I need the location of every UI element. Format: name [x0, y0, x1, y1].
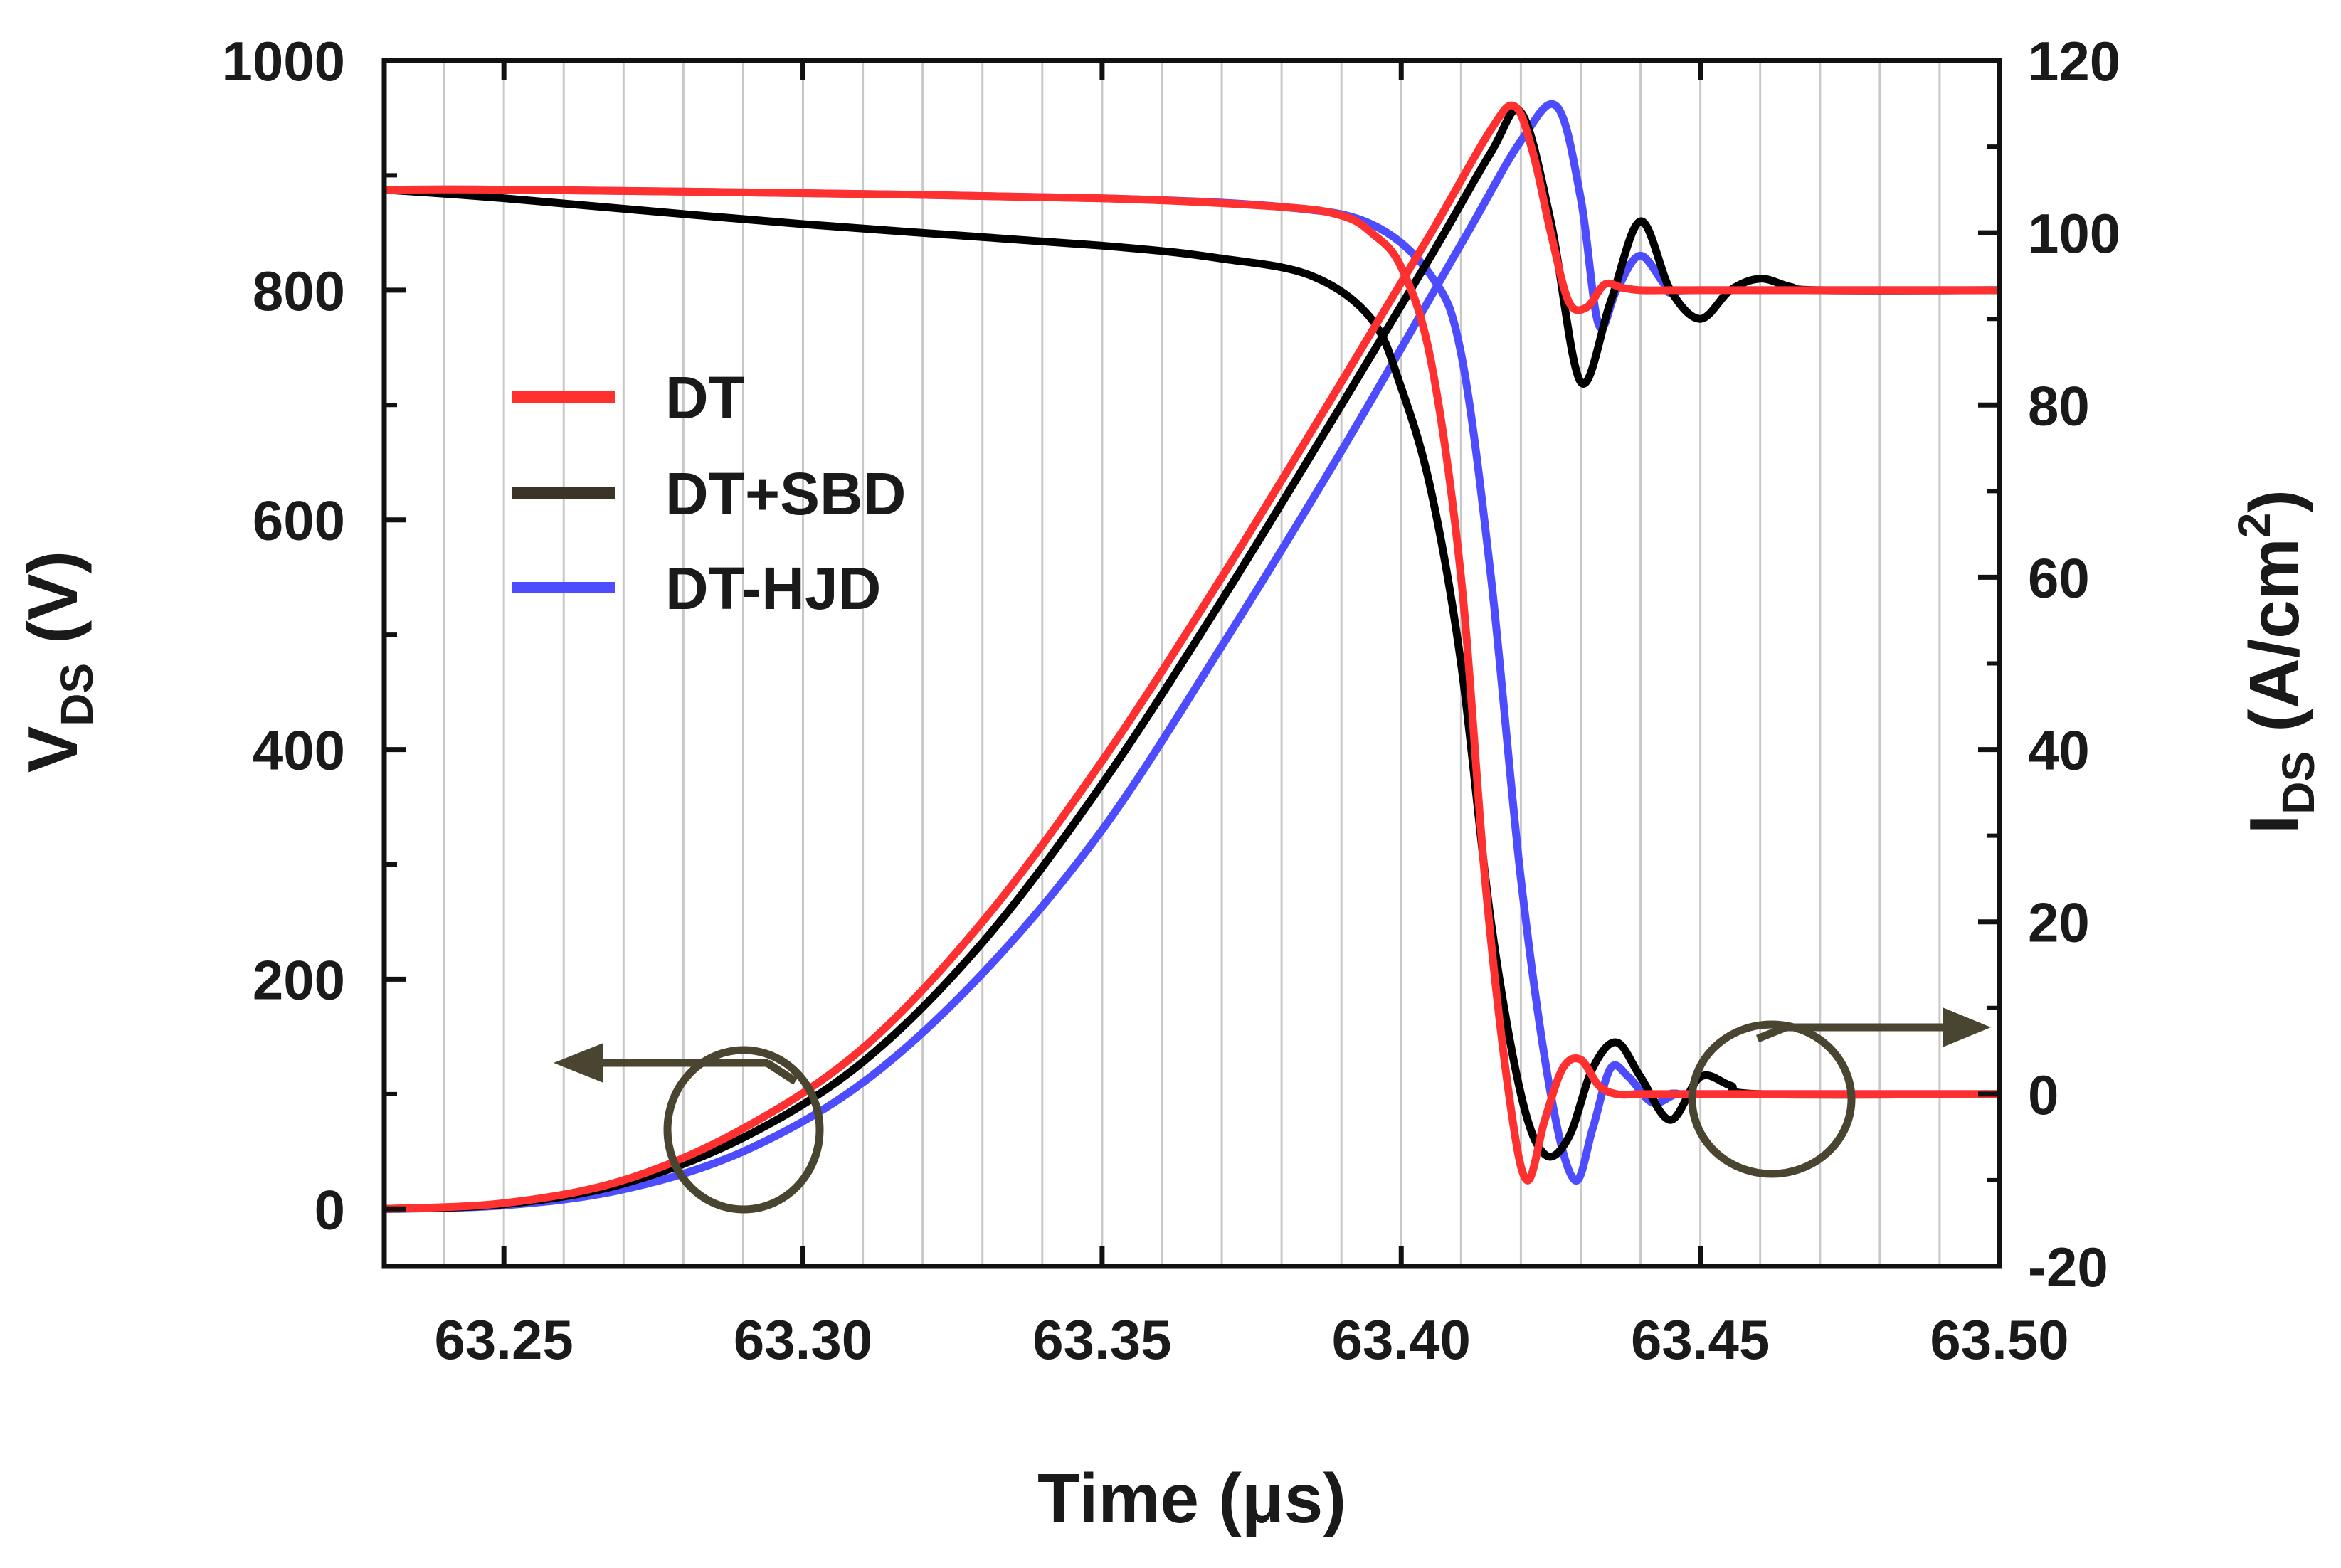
y-right-tick-label: -20 [2028, 1236, 2108, 1298]
y-left-tick-label: 600 [253, 489, 345, 552]
legend-label-dt: DT [665, 364, 745, 431]
series-line-ids-dt-sbd [384, 186, 1999, 1161]
y-left-axis-title: VDS (V) [14, 551, 102, 773]
y-right-tick-label: 100 [2028, 202, 2120, 265]
legend: DT DT+SBD DT-HJD [512, 364, 906, 622]
legend-label-dt-sbd: DT+SBD [665, 460, 906, 527]
y-right-title-sup: 2 [2229, 513, 2280, 539]
y-right-tick-label: 0 [2028, 1064, 2059, 1126]
legend-label-dt-hjd: DT-HJD [665, 555, 881, 622]
tick-labels: 63.25 63.30 63.35 63.40 63.45 63.500200400600… [221, 30, 2120, 1371]
y-right-tick-label: 20 [2028, 891, 2090, 954]
y-left-tick-label: 1000 [221, 30, 345, 92]
series-layer [384, 100, 1999, 1213]
x-tick-label: 63.45 [1631, 1308, 1770, 1371]
y-right-tick-label: 40 [2028, 719, 2090, 782]
y-left-tick-label: 200 [253, 948, 345, 1011]
series-line-vds-dt-sbd [384, 105, 1999, 1213]
x-tick-label: 63.50 [1930, 1308, 2068, 1371]
y-right-title-sub: DS [2273, 751, 2324, 815]
svg-text:IDS (A/cm2): IDS (A/cm2) [2229, 489, 2324, 834]
y-right-title-main: I [2235, 815, 2313, 834]
axis-ticks [384, 58, 2002, 1269]
y-right-tick-label: 120 [2028, 30, 2120, 92]
annotation-left-axis-indicator [554, 1043, 824, 1214]
x-tick-label: 63.25 [435, 1308, 574, 1371]
series-line-vds-dt [384, 101, 1999, 1213]
x-axis-title: Time (μs) [1037, 1459, 1346, 1537]
series-line-vds-dt-hjd [384, 100, 1999, 1213]
y-right-title-close: ) [2235, 489, 2313, 513]
annotation-left-arrowhead [554, 1043, 603, 1083]
y-right-axis-title: IDS (A/cm2) [2229, 489, 2324, 834]
annotation-left-arrow-bend [765, 1059, 798, 1085]
svg-text:VDS (V): VDS (V) [14, 551, 102, 773]
y-right-tick-label: 80 [2028, 374, 2090, 437]
y-left-title-sub: DS [51, 663, 102, 726]
y-left-tick-label: 800 [253, 260, 345, 322]
y-left-tick-label: 0 [315, 1178, 345, 1241]
series-line-ids-dt [384, 185, 1999, 1185]
y-left-tick-label: 400 [253, 719, 345, 782]
y-left-title-rest: (V) [14, 551, 92, 663]
x-tick-label: 63.35 [1032, 1308, 1171, 1371]
annotation-left-ellipse [663, 1046, 824, 1214]
annotation-right-arrow-bend [1755, 1023, 1788, 1043]
y-right-title-rest: (A/cm [2235, 538, 2313, 751]
y-right-tick-label: 60 [2028, 546, 2090, 609]
x-tick-label: 63.40 [1332, 1308, 1471, 1371]
annotation-right-arrowhead [1943, 1007, 1991, 1047]
y-left-title-main: V [14, 726, 92, 773]
x-tick-label: 63.30 [734, 1308, 872, 1371]
annotation-right-axis-indicator [1688, 1007, 1991, 1178]
gridlines [443, 60, 1941, 1266]
annotation-right-ellipse [1688, 1020, 1856, 1178]
